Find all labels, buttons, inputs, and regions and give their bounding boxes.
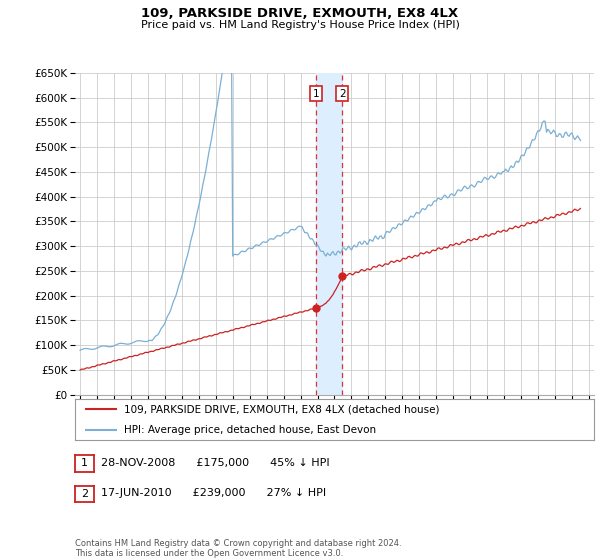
Text: 17-JUN-2010      £239,000      27% ↓ HPI: 17-JUN-2010 £239,000 27% ↓ HPI	[101, 488, 326, 498]
Text: 28-NOV-2008      £175,000      45% ↓ HPI: 28-NOV-2008 £175,000 45% ↓ HPI	[101, 458, 329, 468]
Text: Contains HM Land Registry data © Crown copyright and database right 2024.
This d: Contains HM Land Registry data © Crown c…	[75, 539, 401, 558]
Text: HPI: Average price, detached house, East Devon: HPI: Average price, detached house, East…	[124, 424, 376, 435]
Text: 1: 1	[313, 88, 319, 99]
Text: 1: 1	[81, 458, 88, 468]
Text: 2: 2	[339, 88, 346, 99]
Text: 109, PARKSIDE DRIVE, EXMOUTH, EX8 4LX (detached house): 109, PARKSIDE DRIVE, EXMOUTH, EX8 4LX (d…	[124, 404, 440, 414]
Text: 2: 2	[81, 489, 88, 499]
Bar	[316, 73, 343, 395]
Text: 109, PARKSIDE DRIVE, EXMOUTH, EX8 4LX: 109, PARKSIDE DRIVE, EXMOUTH, EX8 4LX	[142, 7, 458, 20]
Text: Price paid vs. HM Land Registry's House Price Index (HPI): Price paid vs. HM Land Registry's House …	[140, 20, 460, 30]
